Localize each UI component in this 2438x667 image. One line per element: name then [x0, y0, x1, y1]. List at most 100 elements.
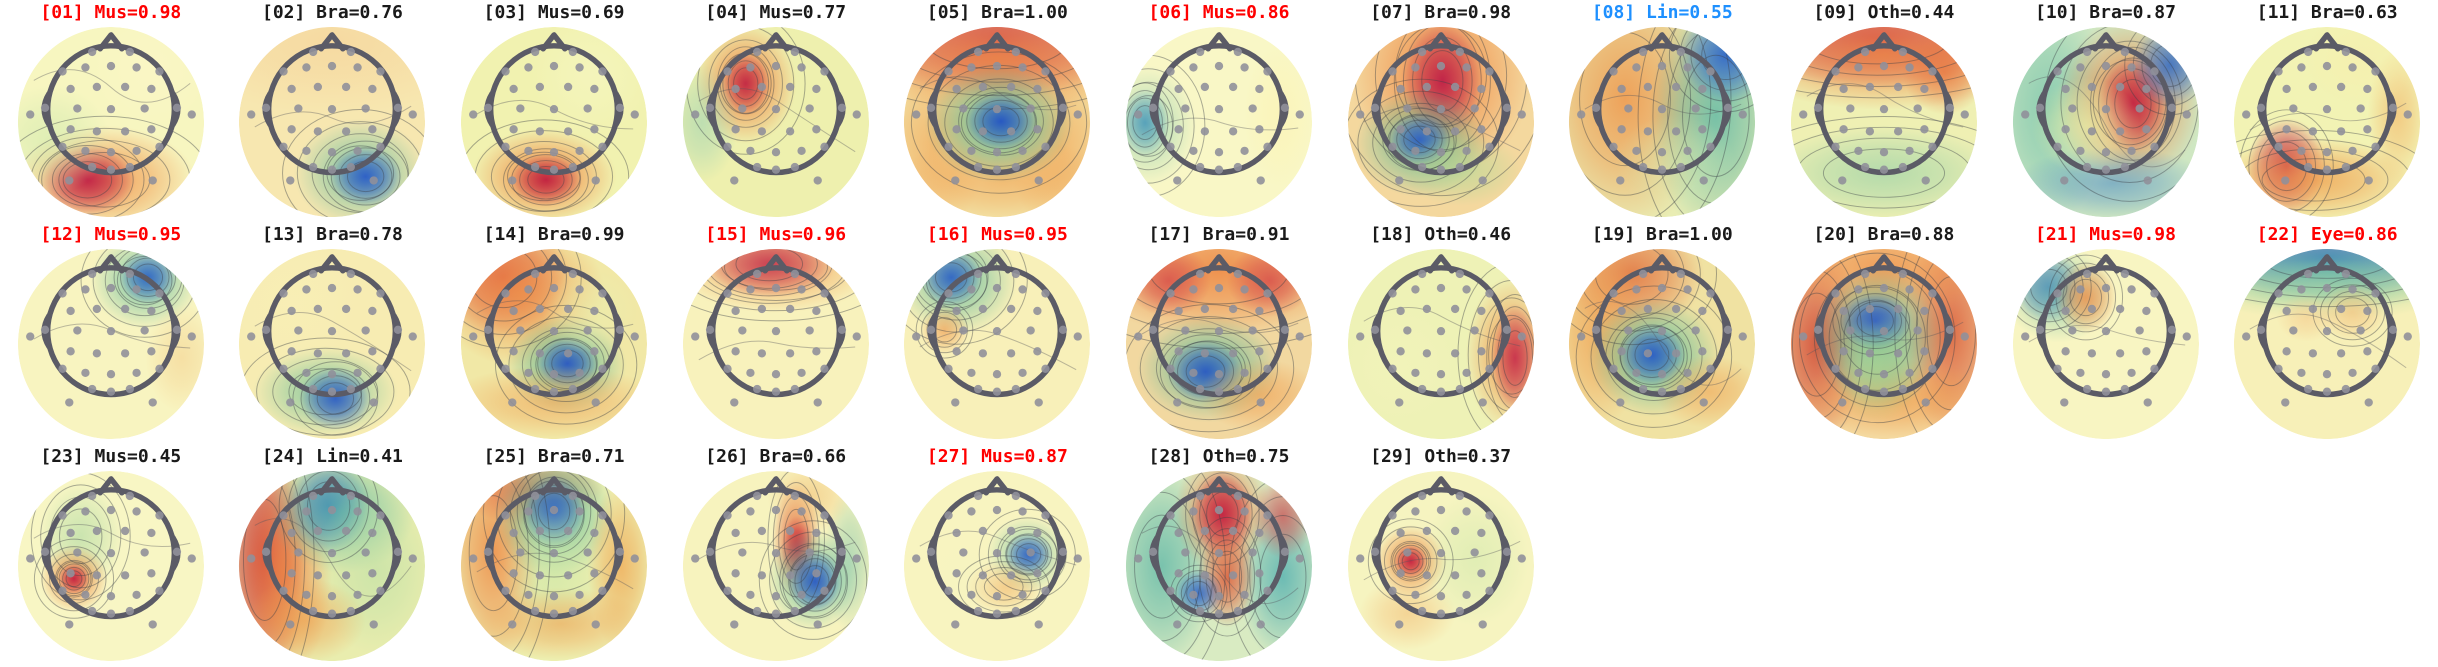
electrode-dot: [1738, 110, 1748, 119]
electrode-dot: [2363, 84, 2372, 94]
electrode-dot: [1455, 606, 1464, 616]
hotspot-blob: [476, 587, 646, 661]
electrode-dot: [125, 384, 134, 394]
contour-line: [1843, 301, 1911, 375]
electrode-dot: [723, 511, 732, 520]
electrode-dot: [771, 370, 780, 379]
electrode-dot: [1879, 283, 1889, 293]
electrode-dot: [564, 571, 573, 580]
electrode-dot: [2101, 370, 2110, 379]
electrode-dot: [361, 548, 371, 557]
electrode-dot: [2371, 67, 2380, 76]
electrode-dot: [598, 289, 607, 298]
electrode-dot: [302, 63, 312, 72]
component-label: [06] Mus=0.86: [1148, 2, 1290, 23]
electrode-dot: [2126, 368, 2136, 378]
electrode-dot: [1724, 325, 1733, 334]
electrode-dot: [1410, 590, 1420, 600]
electrode-dot: [1502, 325, 1511, 334]
electrode-dot: [1577, 110, 1586, 119]
electrode-dot: [1422, 526, 1431, 536]
electrode-dot: [1928, 142, 1937, 151]
electrode-dot: [959, 548, 968, 557]
electrode-dot: [974, 269, 983, 279]
electrode-dot: [1617, 84, 1627, 94]
contour-line: [461, 470, 540, 662]
contour-line: [984, 572, 1024, 601]
electrode-dot: [785, 82, 795, 92]
electrode-dot: [993, 283, 1002, 293]
electrode-dot: [125, 606, 134, 616]
electrode-dot: [92, 127, 101, 136]
electrode-dot: [1921, 176, 1930, 185]
contour-line: [239, 470, 306, 662]
contour-line: [1569, 26, 1692, 196]
electrode-dot: [752, 269, 762, 279]
electrode-dot: [1484, 511, 1494, 520]
electrode-dot: [1189, 507, 1198, 516]
electrode-dot: [1174, 125, 1183, 134]
electrode-dot: [2323, 370, 2332, 379]
topo-field: [2234, 26, 2421, 218]
electrode-dot: [549, 148, 559, 157]
electrode-dot: [723, 364, 732, 373]
electrode-dot: [1478, 176, 1487, 185]
electrode-dot: [1026, 548, 1036, 557]
electrode-dot: [172, 325, 181, 334]
electrode-dot: [368, 84, 377, 94]
ica-component-cell: [12] Mus=0.95: [0, 222, 222, 444]
electrode-dot: [1280, 103, 1290, 112]
electrode-dot: [2348, 285, 2357, 294]
electrode-dot: [974, 47, 983, 57]
electrode-dot: [745, 63, 755, 72]
contour-line: [1125, 470, 1214, 662]
electrode-dot: [247, 110, 256, 119]
contour-line: [1487, 314, 1534, 395]
electrode-dot: [1860, 47, 1870, 57]
hotspot-blob: [1831, 313, 1924, 423]
component-label: [02] Bra=0.76: [262, 2, 403, 23]
electrode-dot: [73, 326, 82, 335]
electrode-dot: [2087, 304, 2096, 314]
electrode-dot: [993, 548, 1002, 558]
electrode-dot: [771, 283, 780, 293]
electrode-dot: [368, 306, 377, 316]
electrode-dot: [1928, 67, 1937, 76]
electrode-dot: [1181, 104, 1190, 113]
electrode-dot: [1839, 125, 1848, 134]
electrode-dot: [2082, 269, 2091, 279]
electrode-dot: [1691, 104, 1701, 113]
electrode-dot: [2388, 325, 2398, 334]
electrode-dot: [1041, 364, 1050, 373]
electrode-dot: [2341, 47, 2351, 57]
electrode-dot: [469, 554, 478, 563]
electrode-dot: [583, 326, 592, 335]
electrode-dot: [2323, 165, 2332, 174]
component-label: [15] Mus=0.96: [705, 224, 847, 245]
electrode-dot: [615, 325, 625, 334]
electrode-dot: [368, 347, 377, 356]
electrode-dot: [1012, 384, 1021, 394]
electrode-dot: [1059, 325, 1068, 334]
electrode-dot: [2020, 110, 2029, 119]
hotspot-blob: [2318, 283, 2387, 342]
contour-line: [1199, 528, 1256, 626]
electrode-dot: [1484, 586, 1494, 595]
contour-line: [1828, 284, 1926, 391]
electrode-dot: [1073, 554, 1083, 563]
electrode-dot: [531, 491, 540, 501]
electrode-dot: [993, 326, 1002, 336]
hotspot-blob: [915, 524, 1013, 622]
contour-line: [1125, 95, 1174, 157]
electrode-dot: [347, 47, 356, 57]
contour-line: [1186, 580, 1212, 607]
electrode-dot: [132, 63, 141, 72]
contour-line: [527, 165, 565, 194]
electrode-dot: [1200, 526, 1210, 536]
electrode-dot: [820, 67, 829, 76]
electrode-dot: [2101, 148, 2110, 157]
contour-line: [2055, 262, 2116, 333]
electrode-dot: [1174, 528, 1183, 538]
contour-line: [1357, 90, 1484, 195]
electrode-dot: [1200, 571, 1210, 580]
